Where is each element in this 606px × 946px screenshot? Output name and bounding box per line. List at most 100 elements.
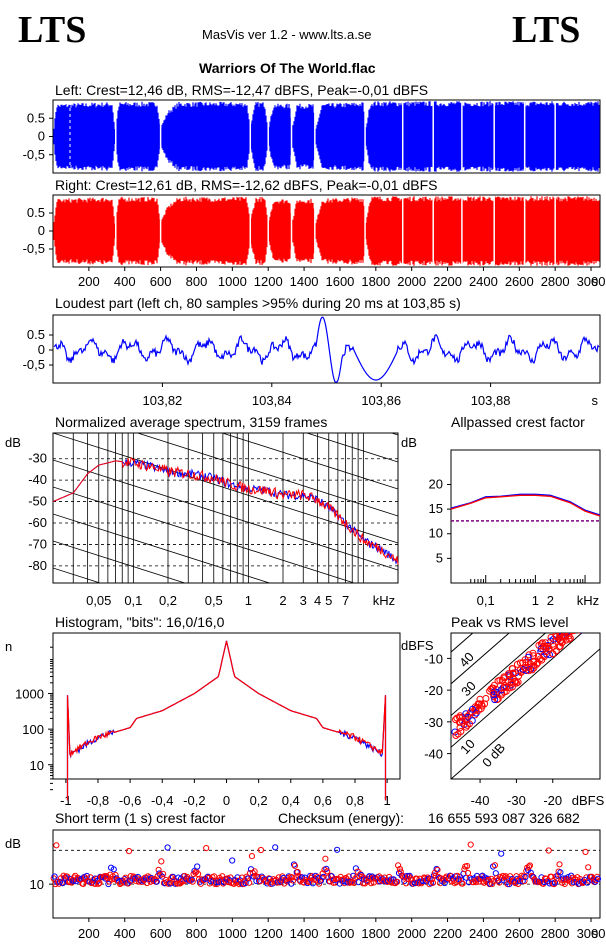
peakrms-line-1 [451, 633, 583, 748]
shortcrest-xtick-label-3: 800 [186, 926, 208, 941]
right-xtick-label-1: 400 [114, 274, 136, 289]
spectrum-xtick-label-4: 1 [245, 593, 252, 608]
peakrms-point-136 [552, 633, 560, 641]
right-waveform-ytick-label-0: 0.5 [27, 205, 45, 220]
histogram-xtick-label-3: -0,4 [151, 793, 173, 808]
peakrms-ytick-label-2: -30 [424, 715, 443, 730]
shortcrest-xtick-label-12: 2600 [505, 926, 534, 941]
shortcrest-point-3039 [594, 875, 602, 883]
shortcrest-point-1484 [316, 880, 323, 887]
right-waveform-trace [53, 196, 600, 266]
peakrms-point-16 [589, 625, 595, 631]
peakrms-point-162 [513, 679, 521, 687]
shortcrest-point-879 [207, 877, 214, 885]
peakrms-point-84 [502, 687, 510, 695]
peakrms-point-108 [539, 643, 547, 650]
peakrms-ylabel: dBFS [401, 638, 434, 653]
right-xtick-label-7: 1600 [325, 274, 354, 289]
spectrum-slope-17 [53, 622, 398, 732]
shortcrest-point-2424 [484, 875, 491, 882]
peakrms-point-202 [500, 683, 508, 691]
peakrms-point-31 [577, 625, 583, 631]
spectrum-ytick-label-1: -40 [28, 472, 47, 487]
peakrms-point-13 [575, 625, 581, 631]
peakrms-point-197 [525, 667, 533, 675]
peakrms-point-177 [535, 641, 543, 649]
shortcrest-point-1109 [248, 853, 255, 860]
peakrms-point-27 [571, 633, 577, 635]
shortcrest-point-1089 [245, 875, 252, 882]
histogram-ytick-label-0: 1000 [15, 687, 44, 702]
spectrum-slope-7 [305, 433, 398, 463]
peakrms-point-14 [571, 625, 577, 631]
shortcrest-point-349 [112, 872, 119, 879]
peakrms-point-164 [457, 728, 465, 735]
shortcrest-point-214 [88, 879, 95, 887]
spectrum-xtick-label-1: 0,1 [124, 593, 142, 608]
spectrum-xtick-label-2: 0,2 [159, 593, 177, 608]
shortcrest-title: Short term (1 s) crest factor [55, 810, 226, 826]
shortcrest-xunit: s [592, 926, 599, 941]
peakrms-point-203 [542, 642, 550, 650]
peakrms-point-149 [500, 673, 508, 681]
shortcrest-point-2654 [525, 863, 533, 870]
peakrms-point-190 [576, 625, 582, 631]
loudest-xtick-label-1: 103,84 [252, 393, 292, 408]
shortcrest-point-1349 [291, 862, 298, 869]
shortcrest-point-1334 [289, 874, 296, 881]
shortcrest-point-424 [125, 848, 133, 855]
peakrms-ytick-label-0: -10 [424, 651, 443, 666]
peakrms-point-217 [489, 689, 497, 697]
peakrms-point-211 [585, 625, 591, 631]
crest-frame [450, 449, 601, 584]
shortcrest-xtick-label-5: 1200 [254, 926, 283, 941]
peakrms-ytick-label-1: -20 [424, 683, 443, 698]
shortcrest-point-1884 [387, 876, 394, 883]
shortcrest-ylabel: dB [5, 836, 21, 851]
peakrms-point-178 [581, 625, 587, 631]
shortcrest-xtick-label-13: 2800 [541, 926, 570, 941]
peakrms-point-144 [577, 633, 582, 634]
right-xtick-label-11: 2400 [469, 274, 498, 289]
shortcrest-point-2284 [459, 880, 466, 887]
spectrum-slope-13 [53, 513, 271, 583]
right-xunit: s [592, 274, 599, 289]
shortcrest-point-9 [51, 873, 58, 880]
shortcrest-point-1689 [352, 865, 359, 872]
shortcrest-point-2449 [489, 880, 496, 888]
right-xtick-label-9: 2000 [397, 274, 426, 289]
histogram-xtick-label-8: 0,6 [314, 793, 332, 808]
crest-xunit: kHz [577, 593, 599, 608]
peakrms-line-label-0: 0 dB [479, 740, 508, 770]
spectrum-slope-9 [136, 433, 398, 517]
peakrms-point-200 [583, 625, 589, 631]
shortcrest-point-1239 [272, 844, 279, 851]
peakrms-point-194 [564, 633, 572, 636]
spectrum-slope-15 [53, 567, 102, 583]
crest-xtick-label-0: 0,1 [477, 593, 495, 608]
shortcrest-point-2969 [582, 848, 589, 856]
shortcrest-point-2329 [467, 841, 474, 848]
shortcrest-point-579 [153, 878, 160, 885]
spectrum-slope-14 [53, 540, 187, 583]
shortcrest-point-864 [204, 873, 212, 880]
left-waveform-ytick-label-2: -0,5 [23, 147, 45, 162]
shortcrest-point-2634 [522, 873, 529, 881]
spectrum-slope-12 [53, 486, 356, 583]
shortcrest-point-1344 [290, 861, 298, 868]
peakrms-point-172 [574, 625, 580, 631]
crest-xtick-label-2: 2 [547, 593, 554, 608]
spectrum-xtick-label-5: 2 [279, 593, 286, 608]
shortcrest-point-604 [158, 858, 165, 865]
spectrum-slope-10 [53, 433, 398, 544]
shortcrest-xtick-label-4: 1000 [218, 926, 247, 941]
shortcrest-point-634 [163, 879, 170, 886]
peakrms-point-140 [490, 688, 498, 696]
loudest-frame [52, 314, 601, 384]
shortcrest-point-2469 [492, 870, 499, 877]
left-waveform-ytick-label-0: 0.5 [27, 110, 45, 125]
shortcrest-point-19 [53, 842, 60, 849]
peakrms-point-208 [516, 666, 524, 674]
right-waveform-ytick-label-1: 0 [38, 223, 45, 238]
shortcrest-xtick-label-6: 1400 [290, 926, 319, 941]
